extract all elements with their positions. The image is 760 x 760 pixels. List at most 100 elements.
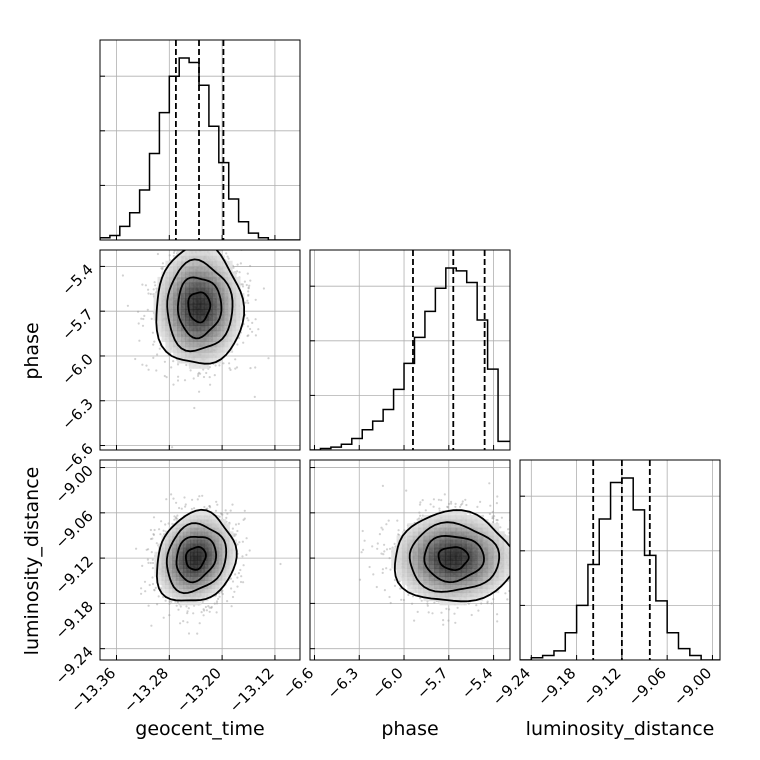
density-cell	[229, 551, 234, 557]
scatter-point	[486, 600, 489, 603]
density-cell	[215, 572, 220, 577]
density-cell	[177, 357, 182, 364]
panel-geocent_time	[99, 39, 301, 241]
density-cell	[211, 584, 216, 589]
density-cell	[208, 319, 213, 326]
density-cell	[181, 266, 186, 273]
density-cell	[204, 346, 210, 353]
scatter-point	[152, 533, 155, 537]
density-cell	[157, 276, 162, 283]
scatter-point	[134, 357, 137, 361]
density-cell	[177, 260, 182, 267]
density-cell	[192, 309, 198, 316]
scatter-point	[237, 522, 240, 526]
scatter-point	[170, 600, 173, 603]
density-cell	[207, 572, 213, 577]
density-cell	[207, 510, 213, 516]
density-cell	[165, 584, 170, 589]
density-cell	[173, 276, 178, 283]
scatter-point	[246, 325, 250, 328]
density-cell	[204, 588, 209, 594]
density-cell	[179, 519, 184, 524]
contour-level-0	[185, 545, 207, 571]
scatter-point	[146, 308, 149, 311]
density-cell	[207, 535, 213, 541]
density-cell	[188, 319, 194, 326]
contour-level-2	[165, 522, 228, 595]
density-cell	[225, 539, 230, 545]
density-cell	[224, 266, 229, 273]
density-cell	[239, 314, 245, 321]
density-cell	[175, 584, 180, 589]
density-cell	[232, 555, 237, 561]
density-cell	[204, 336, 210, 342]
density-cell	[185, 336, 190, 342]
density-cell	[228, 330, 233, 337]
scatter-point	[460, 503, 463, 506]
density-cell	[212, 293, 217, 299]
scatter-point	[453, 612, 456, 615]
scatter-point	[464, 498, 467, 501]
density-cell	[177, 271, 182, 278]
scatter-point	[491, 521, 494, 524]
scatter-point	[492, 517, 495, 520]
density-cell	[177, 330, 182, 337]
scatter-point	[222, 362, 225, 365]
density-cell	[204, 362, 210, 369]
density-cell	[200, 531, 205, 536]
density-cell	[215, 547, 220, 553]
scatter-point	[151, 582, 155, 586]
density-cell	[224, 293, 229, 299]
scatter-point	[385, 523, 388, 526]
scatter-point	[225, 516, 228, 520]
density-cell	[204, 303, 210, 310]
density-cell	[222, 572, 227, 577]
scatter-point	[393, 578, 396, 582]
density-cell	[193, 596, 198, 602]
scatter-point	[178, 506, 181, 510]
density-cell	[179, 600, 184, 606]
scatter-point	[155, 287, 158, 290]
scatter-point	[424, 509, 427, 512]
density-cell	[218, 535, 223, 541]
density-cell	[161, 276, 166, 283]
scatter-point	[420, 599, 423, 602]
density-cell	[161, 293, 166, 299]
scatter-point	[247, 290, 250, 293]
density-cell	[212, 309, 217, 316]
scatter-point	[233, 533, 236, 536]
density-cell	[216, 298, 221, 305]
scatter-point	[239, 568, 242, 572]
density-cell	[190, 539, 195, 545]
density-cell	[207, 592, 213, 598]
density-cell	[181, 293, 186, 299]
scatter-point	[248, 549, 251, 552]
scatter-point	[496, 519, 499, 522]
density-cell	[181, 314, 186, 321]
density-cell	[220, 325, 225, 332]
scatter-point	[172, 497, 175, 500]
scatter-point	[432, 505, 435, 508]
density-cell	[204, 319, 210, 326]
scatter-point	[215, 600, 219, 603]
scatter-point	[203, 609, 206, 612]
scatter-point	[146, 558, 149, 561]
density-cell	[218, 568, 223, 573]
density-cell	[208, 260, 213, 267]
scatter-point	[192, 377, 195, 380]
density-cell	[172, 543, 177, 549]
scatter-point	[381, 571, 384, 575]
scatter-point	[394, 545, 397, 548]
density-cell	[197, 539, 202, 545]
density-cell	[207, 523, 213, 528]
density-cell	[182, 572, 188, 577]
density-cell	[179, 563, 184, 569]
density-cell	[175, 559, 180, 565]
scatter-point	[476, 505, 479, 508]
density-cell	[200, 266, 206, 273]
density-cell	[192, 293, 198, 299]
density-cell	[193, 539, 198, 545]
scatter-point	[153, 588, 156, 591]
density-cell	[168, 539, 173, 545]
density-cell	[169, 276, 174, 283]
